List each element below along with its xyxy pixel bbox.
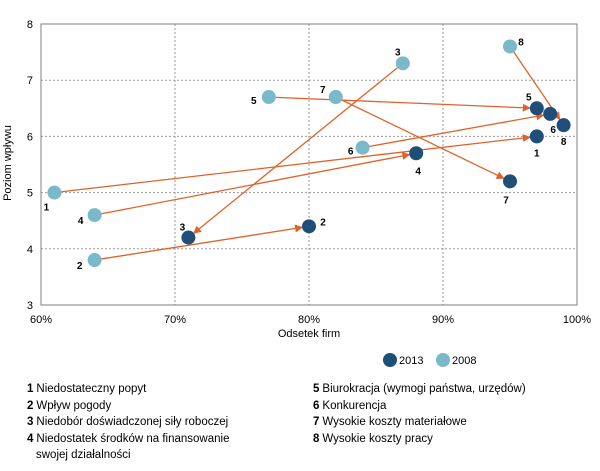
- legend-marker-2008: [436, 353, 450, 367]
- note-item: 1 Niedostateczny popyt: [27, 381, 229, 398]
- plot-area-border: [40, 23, 578, 306]
- legend-label-2008: 2008: [452, 355, 476, 367]
- note-item: 8 Wysokie koszty pracy: [313, 431, 526, 448]
- point-label: 7: [503, 195, 509, 206]
- point-2013-4: [409, 146, 424, 161]
- point-label: 1: [44, 203, 50, 214]
- note-number: 4: [27, 432, 34, 445]
- point-2008-5: [261, 90, 276, 105]
- x-axis-title: Odsetek firm: [278, 328, 340, 340]
- point-2008-1: [47, 185, 62, 200]
- point-label: 7: [320, 85, 326, 96]
- point-2008-8: [503, 39, 517, 54]
- point-label: 2: [320, 217, 326, 228]
- point-label: 5: [251, 96, 257, 107]
- x-tick-label: 100%: [563, 314, 591, 326]
- arrow-5: [275, 96, 531, 112]
- point-2013-6: [543, 106, 558, 121]
- point-2013-7: [503, 174, 517, 189]
- y-tick-label: 8: [27, 19, 33, 31]
- note-text: Niedostateczny popyt: [36, 383, 147, 395]
- point-2008-6: [355, 140, 370, 155]
- point-2013-5: [529, 101, 544, 116]
- arrow-3: [193, 67, 398, 234]
- note-text: Wpływ pogody: [36, 399, 112, 412]
- arrow-1: [61, 134, 531, 193]
- point-2008-2: [87, 253, 102, 268]
- legend-marker-2013: [383, 353, 397, 367]
- x-tick-label: 80%: [298, 314, 320, 326]
- point-2013-1: [529, 129, 544, 144]
- note-number: 8: [313, 432, 320, 445]
- notes-left: 1 Niedostateczny popyt 2 Wpływ pogody 3 Niedo…: [27, 381, 229, 464]
- note-item: 2 Wpływ pogody: [27, 398, 229, 415]
- note-number: 5: [313, 383, 320, 395]
- point-label: 3: [395, 47, 401, 58]
- point-label: 5: [526, 92, 532, 103]
- arrow-4: [101, 151, 411, 215]
- point-2008-7: [328, 90, 343, 105]
- point-label: 3: [180, 223, 186, 234]
- note-text: Biurokracja (wymogi państwa, urzędów): [322, 383, 526, 395]
- y-axis-title: Poziom wpływu: [2, 125, 14, 201]
- arrow-2: [101, 224, 304, 260]
- point-2008-3: [395, 56, 410, 71]
- x-tick-label: 90%: [432, 314, 454, 326]
- note-number: 6: [313, 399, 320, 412]
- point-label: 4: [78, 216, 84, 227]
- note-item: 7 Wysokie koszty materiałowe: [313, 414, 526, 431]
- y-tick-label: 5: [27, 188, 33, 200]
- point-label: 8: [518, 37, 524, 48]
- point-label: 8: [561, 137, 567, 148]
- note-text: Konkurencja: [322, 399, 387, 412]
- x-tick-label: 60%: [30, 314, 52, 326]
- arrow-6: [369, 112, 545, 148]
- note-item: 4 Niedostatek środków na finansowanie: [27, 431, 229, 448]
- point-label: 4: [415, 166, 421, 177]
- note-text: Wysokie koszty pracy: [322, 432, 433, 445]
- note-item: 6 Konkurencja: [313, 398, 526, 415]
- chart-legend: 2013 2008: [383, 353, 476, 367]
- note-item: 3 Niedobór doświadczonej siły roboczej: [27, 414, 229, 431]
- y-tick-label: 7: [27, 75, 33, 87]
- point-label: 6: [348, 147, 354, 158]
- point-2013-2: [302, 219, 316, 234]
- note-item: 5 Biurokracja (wymogi państwa, urzędów): [313, 381, 526, 398]
- y-tick-label: 3: [27, 300, 33, 312]
- x-tick-label: 70%: [164, 314, 186, 326]
- legend-label-2013: 2013: [399, 355, 423, 367]
- note-text: Niedobór doświadczonej siły roboczej: [36, 416, 229, 428]
- point-2008-4: [87, 208, 102, 223]
- note-text: Wysokie koszty materiałowe: [322, 416, 467, 428]
- notes-right: 5 Biurokracja (wymogi państwa, urzędów) 6 K…: [313, 381, 526, 447]
- note-number: 3: [27, 416, 34, 428]
- y-tick-label: 6: [27, 131, 33, 143]
- point-label: 6: [550, 125, 556, 136]
- point-label: 1: [534, 148, 540, 159]
- point-2013-3: [181, 230, 196, 245]
- y-tick-label: 4: [27, 244, 33, 256]
- note-number: 2: [27, 399, 34, 412]
- note-text-continuation: swojej działalności: [36, 449, 131, 461]
- arrow-7: [341, 99, 505, 179]
- note-text: Niedostatek środków na finansowanie: [36, 432, 230, 445]
- point-label: 2: [77, 261, 83, 272]
- note-number: 1: [27, 383, 34, 395]
- note-number: 7: [313, 416, 320, 428]
- point-2013-8: [556, 118, 571, 133]
